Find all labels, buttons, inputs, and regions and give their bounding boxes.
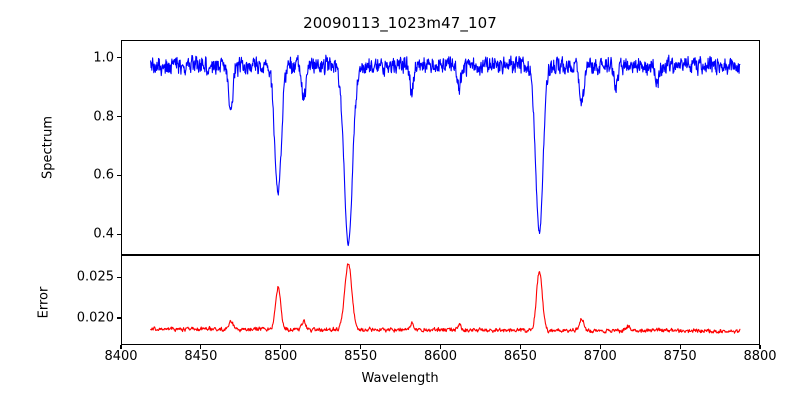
x-tick-mark [120, 345, 122, 349]
x-tick-mark [599, 345, 601, 349]
spectrum-plot-panel [121, 40, 760, 255]
x-tick-mark [439, 345, 442, 349]
error-data-line [150, 263, 741, 334]
y-axis-label-spectrum: Spectrum [40, 116, 56, 179]
spectrum-series-svg [150, 54, 741, 247]
x-tick-label-8750: 8750 [663, 349, 697, 364]
x-tick-label-8550: 8550 [344, 349, 378, 364]
y-tick-mark [117, 276, 121, 278]
y-tick-mark [117, 317, 121, 319]
spectrum-data-line [150, 54, 741, 247]
y-tick-mark [117, 116, 121, 118]
x-axis-label: Wavelength [361, 371, 439, 386]
x-tick-mark [759, 345, 761, 349]
x-tick-mark [679, 345, 681, 349]
x-tick-label-8450: 8450 [184, 349, 218, 364]
error-plot-panel [121, 255, 760, 345]
x-tick-label-8700: 8700 [583, 349, 617, 364]
y-tick-label-spectrum-0.8: 0.8 [93, 109, 114, 125]
y-tick-label-error-0.025: 0.025 [76, 269, 114, 285]
y-tick-mark [117, 174, 121, 177]
x-tick-label-8800: 8800 [743, 349, 777, 364]
x-tick-mark [360, 345, 362, 349]
x-tick-label-8400: 8400 [104, 349, 138, 364]
error-series-svg [150, 263, 741, 334]
y-tick-label-error-0.020: 0.020 [76, 310, 114, 326]
x-tick-mark [200, 345, 202, 349]
y-tick-mark [117, 233, 121, 235]
x-tick-mark [519, 345, 521, 349]
y-axis-label-error: Error [36, 286, 52, 319]
x-tick-mark [280, 345, 282, 349]
x-tick-label-8650: 8650 [503, 349, 537, 364]
x-tick-label-8600: 8600 [423, 349, 458, 364]
y-tick-label-spectrum-0.4: 0.4 [93, 226, 114, 242]
y-tick-label-spectrum-0.6: 0.6 [93, 167, 114, 183]
figure-title: 20090113_1023m47_107 [303, 14, 497, 32]
x-tick-label-8500: 8500 [264, 349, 298, 364]
y-tick-label-spectrum-1.0: 1.0 [93, 50, 114, 66]
y-tick-mark [117, 57, 121, 59]
